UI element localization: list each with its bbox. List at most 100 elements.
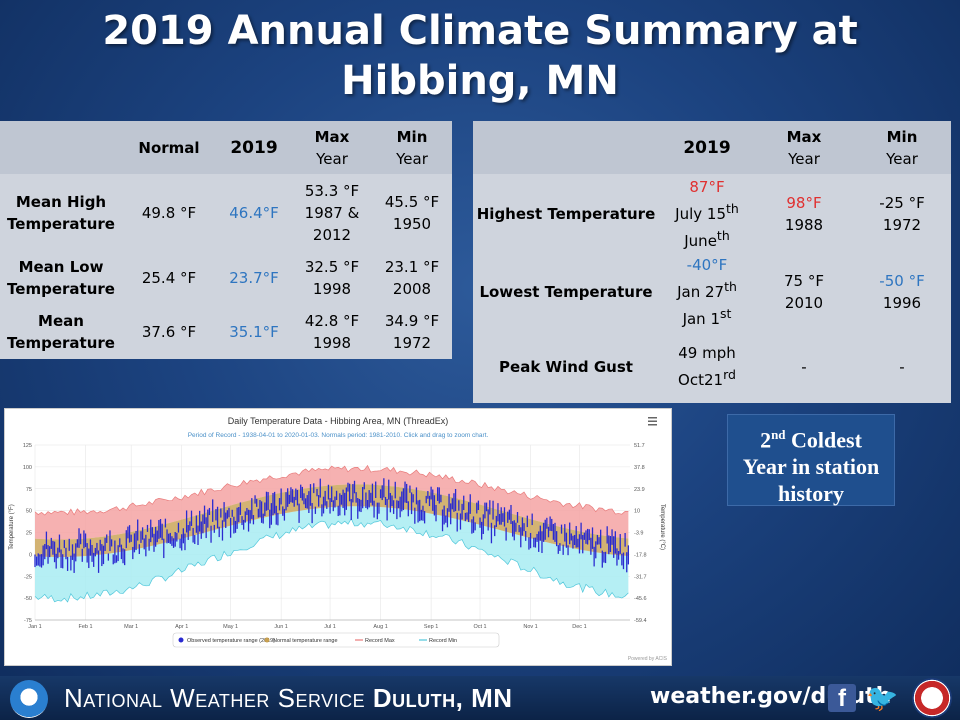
y-tick-label-right: 10 (634, 509, 640, 515)
page-title: 2019 Annual Climate Summary at Hibbing, … (0, 6, 960, 106)
footer-org: National Weather Service Duluth, MN (64, 683, 513, 713)
table-row: Peak Wind Gust 49 mph Oct21rd - - (473, 330, 951, 403)
twitter-icon[interactable]: 🐦 (866, 683, 899, 713)
x-tick-label: Nov 1 (523, 624, 537, 630)
y-axis-label-right: Temperature (°C) (659, 504, 665, 550)
daily-temperature-chart[interactable]: Daily Temperature Data - Hibbing Area, M… (4, 408, 672, 666)
footer-bar: National Weather Service Duluth, MN weat… (0, 676, 960, 720)
coldest-year-badge: 2nd Coldest Year in station history (727, 414, 895, 506)
year-value: 23.7°F (229, 269, 279, 287)
x-tick-label: Jul 1 (324, 624, 336, 630)
x-tick-label: Aug 1 (373, 624, 387, 630)
col-2019: 2019 (230, 137, 278, 158)
hamburger-icon[interactable] (648, 417, 657, 426)
table-row: Highest Temperature 87°F July 15th Junet… (473, 174, 951, 254)
y-tick-label-right: -31.7 (634, 574, 647, 580)
y-tick-label-right: 51.7 (634, 443, 645, 449)
chart-subtitle: Period of Record - 1938-04-01 to 2020-01… (188, 432, 489, 439)
record-min-line (34, 517, 629, 603)
chart-title: Daily Temperature Data - Hibbing Area, M… (228, 416, 448, 426)
nws-logo-icon[interactable] (912, 678, 952, 718)
row-label: Lowest Temperature (479, 283, 653, 301)
facebook-icon[interactable]: f (828, 684, 856, 712)
record-max-line (34, 464, 629, 516)
max-value: - (801, 357, 807, 376)
min-value: 23.1 °F 2008 (384, 258, 440, 298)
chart-credit[interactable]: Powered by ACIS (628, 656, 668, 662)
row-label: Mean Temperature (7, 312, 115, 352)
legend-marker (178, 637, 184, 643)
table-row: Mean High Temperature 49.8 °F 46.4°F 53.3… (0, 174, 452, 251)
max-value: 32.5 °F 1998 (304, 258, 360, 298)
min-value: -50 °F 1996 (879, 272, 925, 312)
normal-value: 49.8 °F (141, 203, 197, 222)
x-tick-label: Mar 1 (124, 624, 138, 630)
chart-areas (34, 464, 629, 603)
y-tick-label: 75 (26, 487, 32, 493)
y-tick-label: 50 (26, 509, 32, 515)
max-value: 75 °F 2010 (784, 272, 824, 312)
min-value: - (899, 357, 905, 376)
y-tick-label-right: 37.8 (634, 465, 645, 471)
record-min-area (35, 506, 629, 602)
y-tick-label-right: -59.4 (634, 618, 647, 624)
table-row: Mean Temperature 37.6 °F 35.1°F 42.8 °F 19… (0, 305, 452, 359)
year-value: 87°F July 15th Juneth (675, 178, 739, 250)
y-tick-label-right: -3.9 (634, 531, 643, 537)
year-value: 49 mph Oct21rd (678, 344, 736, 389)
x-tick-label: Sep 1 (424, 624, 438, 630)
row-label: Highest Temperature (476, 205, 656, 223)
normal-value: 25.4 °F (141, 269, 197, 287)
legend-item: Record Min (429, 638, 457, 644)
y-tick-label-right: -45.6 (634, 596, 647, 602)
x-tick-label: Oct 1 (473, 624, 486, 630)
max-value: 98°F 1988 (784, 194, 824, 234)
year-value: 46.4°F (229, 203, 279, 222)
title-line-2: Hibbing, MN (341, 58, 619, 104)
legend-item: Observed temperature range (2019) (187, 638, 275, 644)
col-normal: Normal (138, 138, 200, 157)
col-max-year: Max Year (314, 127, 350, 168)
chart-svg: Daily Temperature Data - Hibbing Area, M… (9, 416, 668, 662)
min-value: -25 °F 1972 (879, 194, 925, 234)
title-line-1: 2019 Annual Climate Summary at (102, 8, 858, 54)
max-value: 42.8 °F 1998 (304, 312, 360, 352)
col-min-year: Min Year (886, 127, 918, 168)
y-tick-label: 0 (29, 552, 32, 558)
legend-item: Record Max (365, 638, 395, 644)
y-axis-label-left: Temperature (°F) (9, 504, 15, 549)
observed-bars (34, 478, 630, 573)
legend-marker (264, 637, 270, 643)
col-min-year: Min Year (396, 127, 428, 168)
min-value: 34.9 °F 1972 (384, 312, 440, 352)
y-tick-label: 25 (26, 531, 32, 537)
y-tick-label: -25 (24, 574, 32, 580)
x-tick-label: Feb 1 (78, 624, 92, 630)
row-label: Peak Wind Gust (499, 357, 633, 376)
y-tick-label-right: -17.8 (634, 552, 647, 558)
y-tick-label: 100 (23, 465, 32, 471)
x-tick-label: Apr 1 (175, 624, 188, 630)
noaa-logo-icon[interactable] (10, 680, 48, 718)
x-axis-ticks: Jan 1 Feb 1 Mar 1 Apr 1 May 1 Jun 1 Jul 1 Aug 1… (28, 624, 586, 630)
col-2019: 2019 (683, 137, 731, 158)
x-tick-label: Jun 1 (274, 624, 287, 630)
y-tick-label: -50 (24, 596, 32, 602)
table-row: Mean Low Temperature 25.4 °F 23.7°F 32.5 … (0, 251, 452, 305)
min-value: 45.5 °F 1950 (384, 192, 440, 233)
row-label: Mean High Temperature (7, 192, 115, 233)
extremes-table: 2019 Max Year Min Year Highest Temperature… (473, 121, 951, 403)
y-tick-label: -75 (24, 618, 32, 624)
y-tick-label-right: 23.9 (634, 487, 645, 493)
col-max-year: Max Year (786, 127, 822, 168)
chart-legend[interactable]: Observed temperature range (2019)Normal … (172, 632, 500, 648)
table-row: Lowest Temperature -40°F Jan 27th Jan 1s… (473, 254, 951, 330)
x-tick-label: May 1 (223, 624, 238, 630)
x-tick-label: Dec 1 (572, 624, 586, 630)
x-tick-label: Jan 1 (28, 624, 41, 630)
y-tick-label: 125 (23, 443, 32, 449)
normal-value: 37.6 °F (141, 323, 197, 341)
year-value: 35.1°F (229, 323, 279, 341)
row-label: Mean Low Temperature (7, 258, 115, 298)
mean-temperature-table: Normal 2019 Max Year Min Year Mean High Tem… (0, 121, 452, 359)
